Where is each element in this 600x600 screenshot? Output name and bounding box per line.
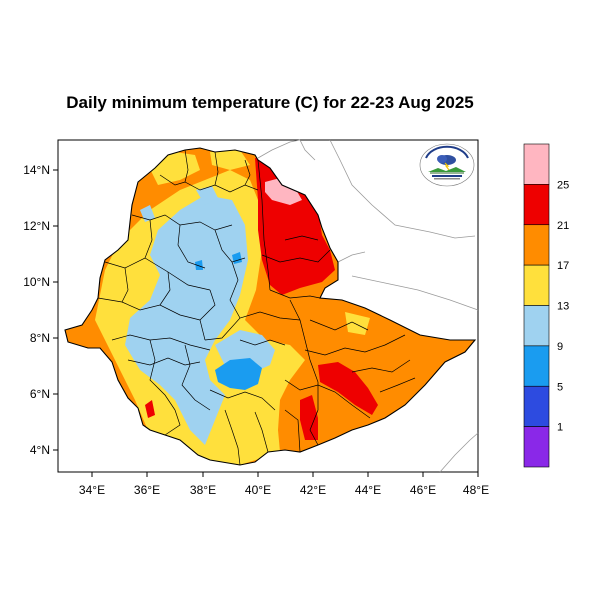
lon-tick-label: 38°E xyxy=(190,483,216,497)
lon-tick-label: 36°E xyxy=(134,483,160,497)
lon-tick-labels: 34°E 36°E 38°E 40°E 42°E 44°E 46°E 48°E xyxy=(79,483,489,497)
admin-boundaries xyxy=(64,147,477,466)
colorbar-label: 17 xyxy=(557,260,569,272)
colorbar-label: 13 xyxy=(557,301,569,313)
colorbar: 25 21 17 13 9 5 1 xyxy=(523,143,569,468)
colorbar-swatch xyxy=(523,143,550,185)
colorbar-swatch xyxy=(523,264,550,306)
lon-tick-label: 34°E xyxy=(79,483,105,497)
ethiopian-meteorology-institute-logo xyxy=(419,143,475,187)
colorbar-label: 25 xyxy=(557,179,569,191)
axis-ticks xyxy=(53,169,479,477)
neighbour-borders xyxy=(257,139,479,473)
lon-tick-label: 46°E xyxy=(410,483,436,497)
colorbar-label: 5 xyxy=(557,381,563,393)
colorbar-swatch xyxy=(523,426,550,468)
lon-tick-label: 42°E xyxy=(300,483,326,497)
colorbar-label: 9 xyxy=(557,341,563,353)
colorbar-label: 21 xyxy=(557,220,569,232)
lat-tick-label: 14°N xyxy=(23,163,50,177)
lat-tick-label: 4°N xyxy=(30,443,50,457)
colorbar-swatch xyxy=(523,305,550,347)
map-title: Daily minimum temperature (C) for 22-23 … xyxy=(66,93,474,112)
lon-tick-label: 44°E xyxy=(355,483,381,497)
lat-tick-label: 8°N xyxy=(30,331,50,345)
colorbar-swatch xyxy=(523,184,550,226)
lat-tick-label: 12°N xyxy=(23,219,50,233)
colorbar-swatch xyxy=(523,224,550,266)
lat-tick-labels: 14°N 12°N 10°N 8°N 6°N 4°N xyxy=(23,163,50,457)
colorbar-swatch xyxy=(523,385,550,427)
lon-tick-label: 40°E xyxy=(245,483,271,497)
lat-tick-label: 10°N xyxy=(23,275,50,289)
colorbar-swatch xyxy=(523,345,550,387)
lon-tick-label: 48°E xyxy=(463,483,489,497)
colorbar-label: 1 xyxy=(557,422,563,434)
lat-tick-label: 6°N xyxy=(30,387,50,401)
